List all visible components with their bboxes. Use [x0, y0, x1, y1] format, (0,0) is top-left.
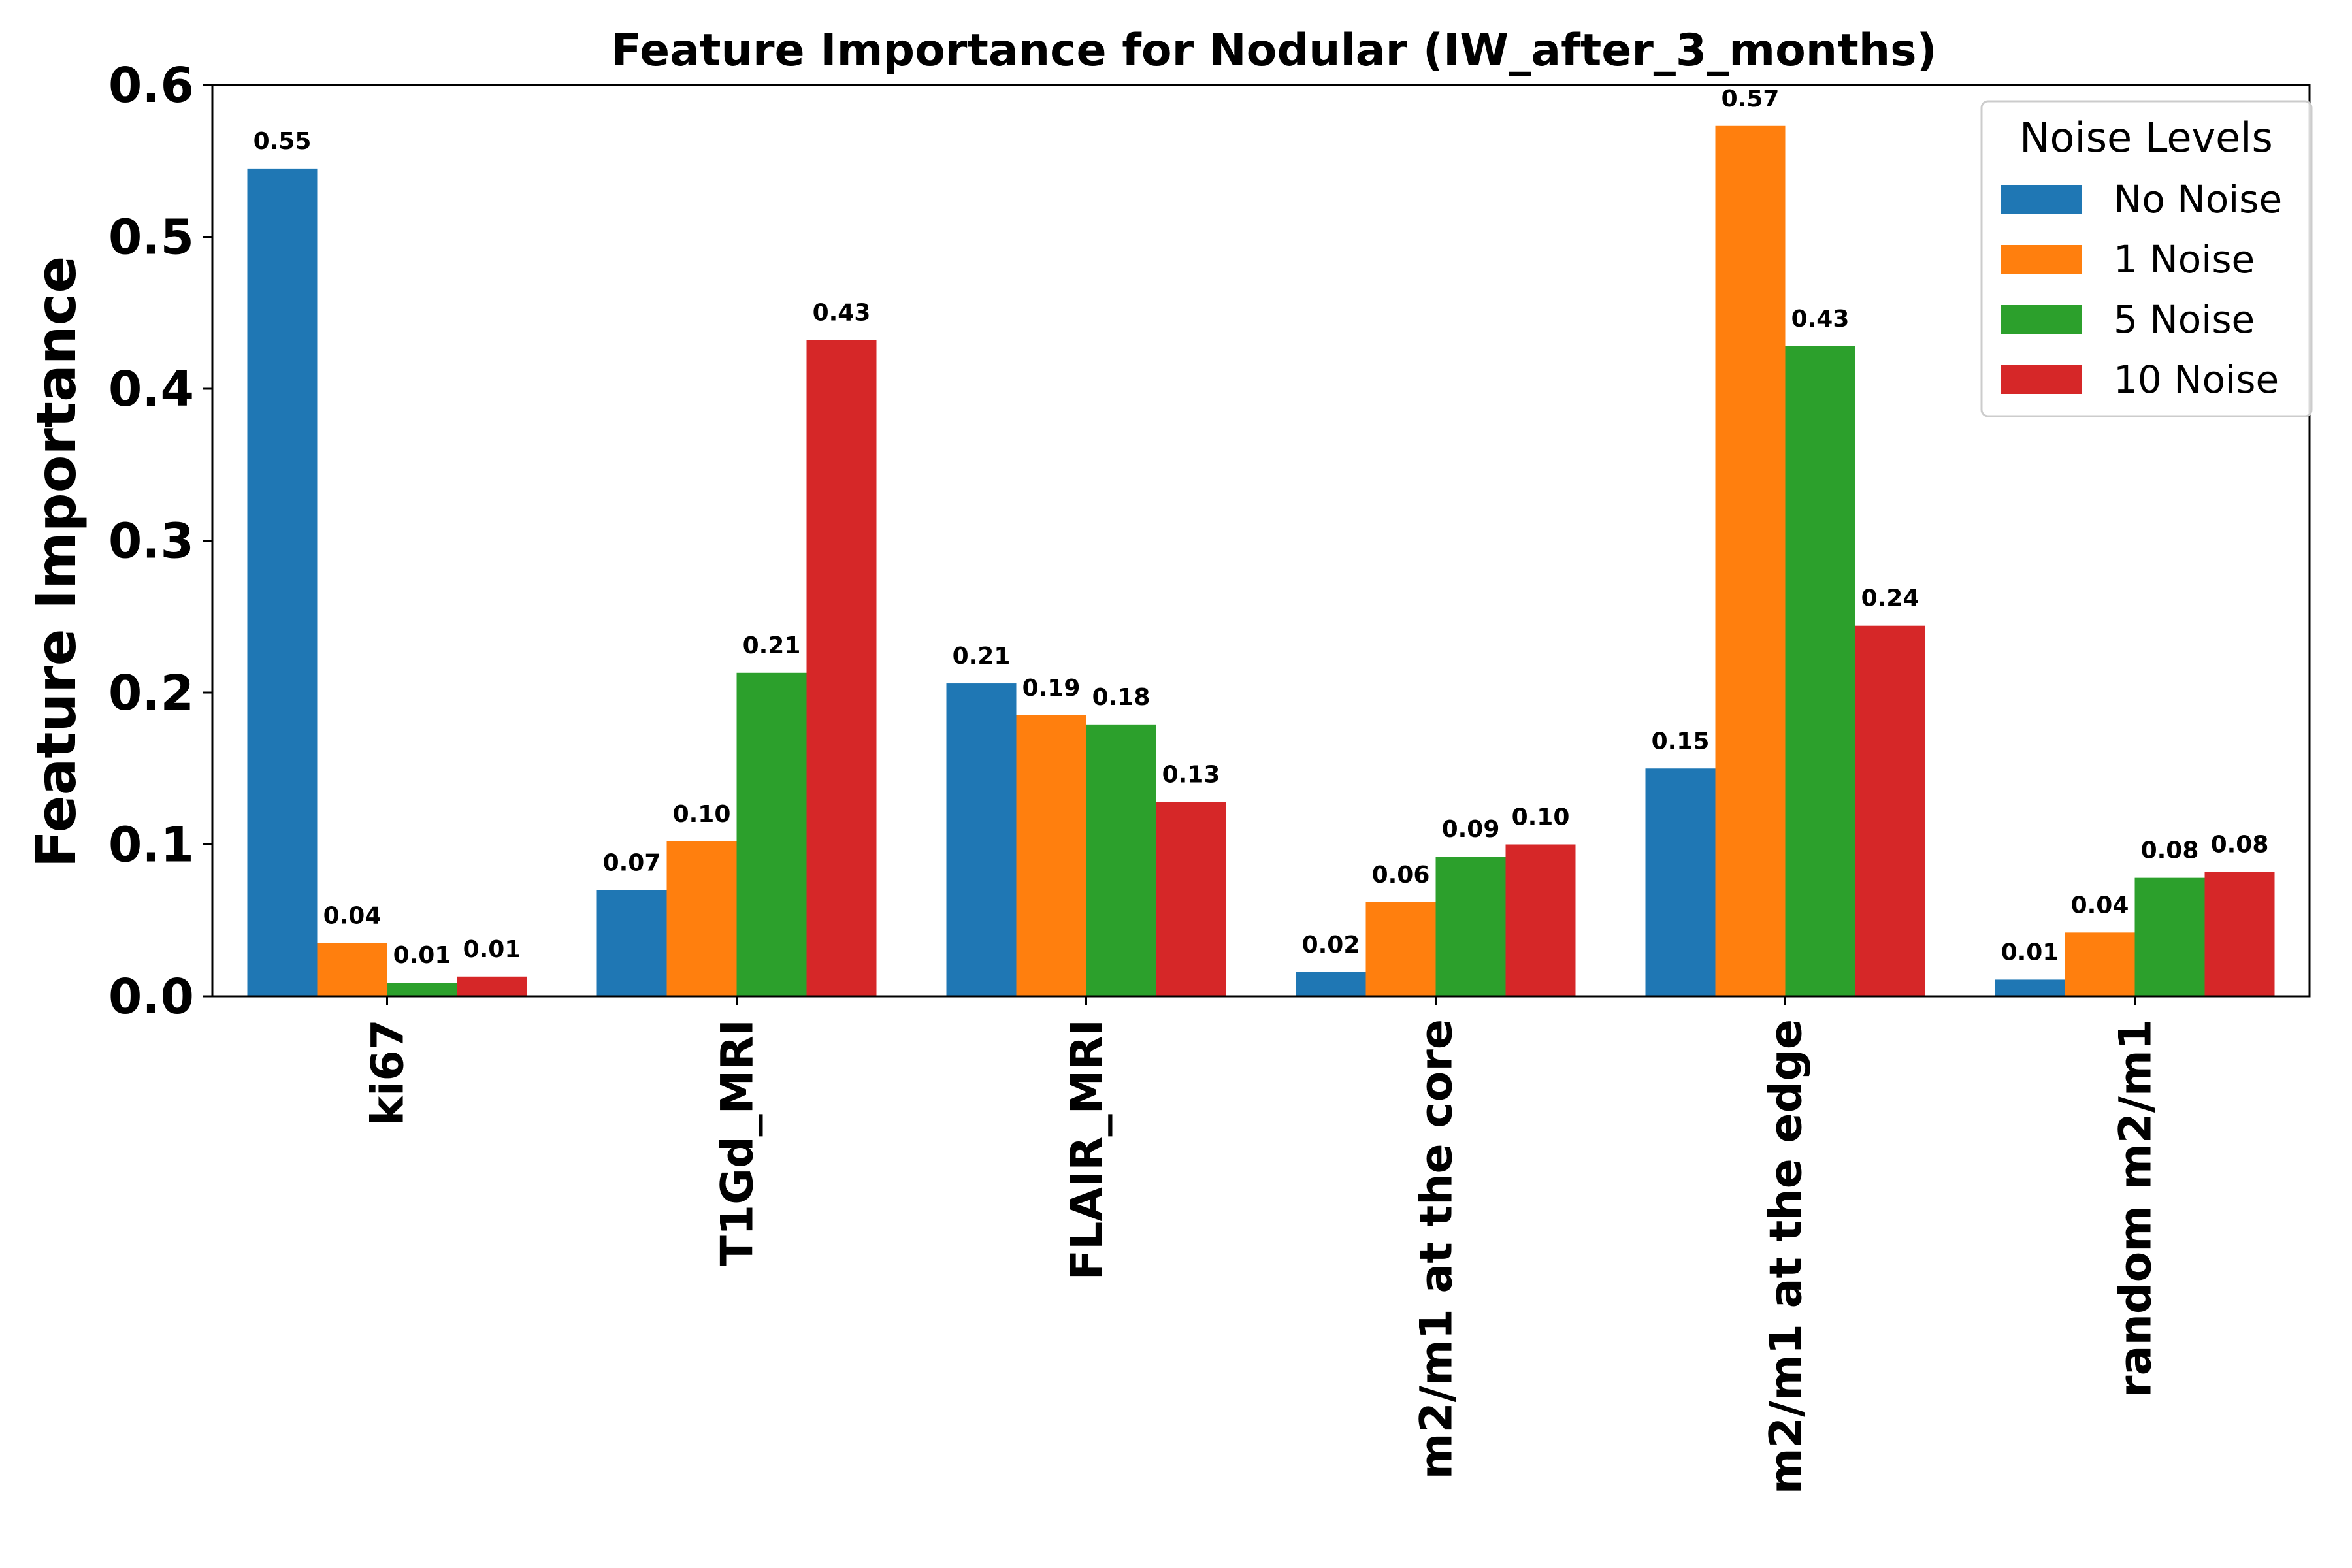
legend-swatch-4 [2001, 365, 2082, 394]
x-tick-label-4: m2/m1 at the core [1411, 1019, 1463, 1479]
bar-3-6 [2134, 877, 2205, 996]
bar-2-1 [317, 943, 387, 996]
data-label-1-1: 0.55 [253, 128, 312, 155]
y-tick-label-2: 0.1 [108, 817, 194, 874]
data-label-3-6: 0.08 [2141, 838, 2199, 864]
data-label-4-3: 0.13 [1162, 761, 1220, 788]
y-tick-label-4: 0.3 [108, 514, 194, 570]
data-label-1-6: 0.01 [2001, 939, 2059, 966]
bar-4-3 [1156, 802, 1226, 996]
data-labels-layer: 0.55 0.07 0.21 0.02 0.15 0.01 0.04 0.10 0.19 0.06… [253, 86, 2269, 969]
bars-layer [247, 125, 2275, 996]
legend-label-1: No Noise [2114, 177, 2282, 221]
chart-title: Feature Importance for Nodular (IW_after… [611, 25, 1936, 76]
data-label-1-5: 0.15 [1652, 728, 1710, 755]
bar-3-3 [1086, 724, 1156, 996]
axes-layer: 0.0 0.1 0.2 0.3 0.4 0.5 0.6 ki67 T1Gd_MRI FLAIR_M… [108, 57, 2311, 1494]
data-label-1-3: 0.21 [953, 643, 1011, 670]
bar-2-5 [1715, 125, 1786, 996]
legend-title: Noise Levels [2019, 114, 2273, 161]
x-tick-label-2: T1Gd_MRI [712, 1019, 764, 1266]
y-axis-label: Feature Importance [24, 256, 88, 868]
y-tick-label-6: 0.5 [108, 210, 194, 266]
data-label-3-2: 0.21 [743, 632, 801, 659]
legend: Noise Levels No Noise 1 Noise 5 Noise 10 No… [1980, 100, 2313, 417]
y-tick-label-1: 0.0 [108, 969, 194, 1025]
bar-2-6 [2065, 932, 2135, 996]
bar-3-1 [387, 983, 457, 996]
bar-4-6 [2204, 872, 2275, 996]
data-label-3-5: 0.43 [1791, 306, 1850, 333]
data-label-4-6: 0.08 [2211, 831, 2269, 858]
legend-frame [1980, 100, 2313, 417]
data-label-2-6: 0.04 [2071, 892, 2129, 919]
bar-3-4 [1435, 857, 1506, 996]
legend-label-3: 5 Noise [2114, 297, 2255, 342]
bar-1-1 [247, 168, 318, 996]
bar-1-4 [1296, 972, 1366, 996]
bar-1-3 [946, 683, 1017, 996]
data-label-2-3: 0.19 [1022, 675, 1081, 702]
legend-swatch-3 [2001, 305, 2082, 334]
bar-3-5 [1785, 346, 1855, 996]
legend-label-2: 1 Noise [2114, 237, 2255, 282]
bar-2-4 [1365, 902, 1436, 996]
data-label-2-5: 0.57 [1722, 86, 1780, 112]
x-tick-label-3: FLAIR_MRI [1062, 1019, 1113, 1280]
bar-2-3 [1016, 715, 1086, 996]
data-label-2-2: 0.10 [673, 801, 731, 828]
data-label-3-1: 0.01 [393, 942, 451, 969]
bar-1-5 [1645, 768, 1716, 996]
data-label-1-4: 0.02 [1302, 932, 1360, 958]
x-tick-label-6: random m2/m1 [2110, 1019, 2162, 1397]
bar-4-1 [457, 976, 527, 996]
legend-swatch-1 [2001, 185, 2082, 214]
data-label-3-3: 0.18 [1092, 684, 1151, 711]
bar-2-2 [666, 841, 737, 996]
data-label-4-2: 0.43 [813, 300, 871, 327]
y-tick-label-7: 0.6 [108, 57, 194, 114]
data-label-4-5: 0.24 [1861, 585, 1919, 612]
y-tick-label-3: 0.2 [108, 665, 194, 721]
data-label-2-4: 0.06 [1372, 862, 1430, 889]
bar-3-2 [736, 672, 807, 996]
x-tick-label-5: m2/m1 at the edge [1761, 1019, 1812, 1494]
legend-swatch-2 [2001, 245, 2082, 274]
bar-4-5 [1855, 625, 1925, 996]
data-label-2-1: 0.04 [323, 903, 382, 930]
legend-label-4: 10 Noise [2114, 357, 2279, 402]
bar-1-6 [1995, 979, 2065, 996]
data-label-4-4: 0.10 [1512, 804, 1570, 831]
bar-1-2 [596, 890, 667, 996]
data-label-4-1: 0.01 [463, 936, 521, 963]
data-label-3-4: 0.09 [1442, 816, 1500, 843]
y-tick-label-5: 0.4 [108, 361, 194, 417]
bar-4-2 [806, 340, 877, 996]
data-label-1-2: 0.07 [603, 849, 661, 876]
x-tick-label-1: ki67 [363, 1019, 414, 1126]
bar-4-4 [1505, 844, 1576, 996]
